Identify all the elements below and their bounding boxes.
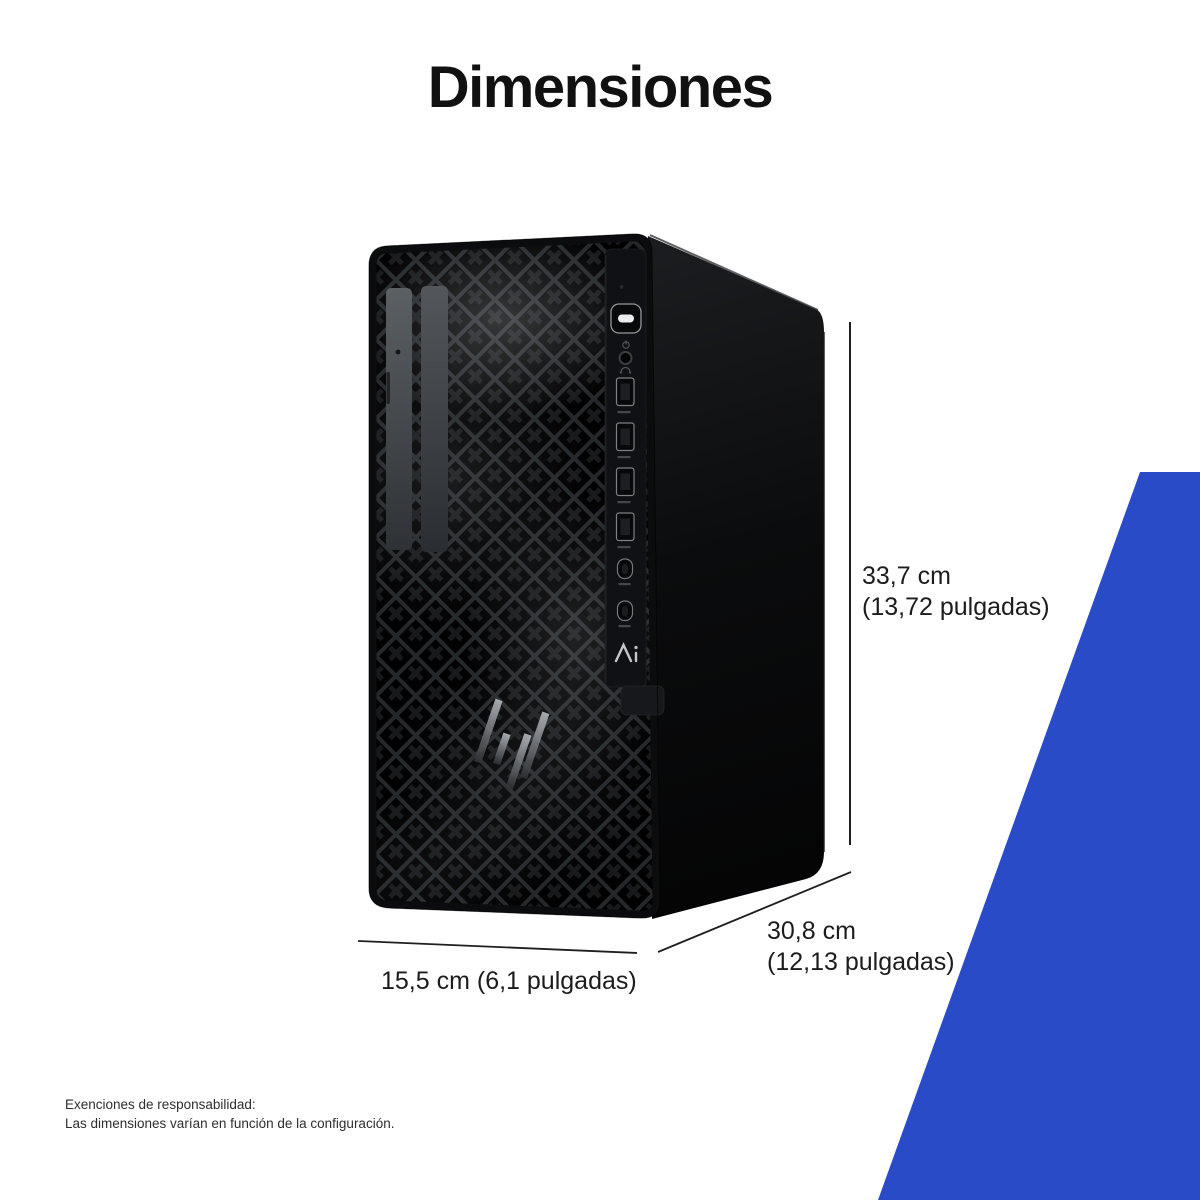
- corner-latch: [620, 685, 665, 716]
- usb-c-port: [616, 558, 634, 586]
- page-title: Dimensiones: [427, 55, 774, 120]
- usb-speed-glyph: [618, 583, 631, 586]
- depth-imperial: (12,13 pulgadas): [767, 948, 955, 976]
- depth-dimension-label: 30,8 cm (12,13 pulgadas): [767, 916, 955, 978]
- headphone-jack: [618, 351, 633, 365]
- height-dimension-label: 33,7 cm (13,72 pulgadas): [862, 561, 1050, 623]
- depth-metric: 30,8 cm: [767, 917, 856, 945]
- disclaimer-line1: Exenciones de responsabilidad:: [65, 1097, 256, 1112]
- usb-a-port: [615, 377, 635, 414]
- headset-icon: [619, 366, 632, 374]
- top-edge-highlight: [649, 234, 819, 311]
- usb-speed-glyph: [617, 456, 631, 459]
- usb-speed-glyph: [617, 501, 631, 504]
- drive-bays: [386, 286, 448, 552]
- power-button: [610, 303, 642, 334]
- hp-logo: [473, 698, 550, 790]
- drive-blank: [421, 286, 448, 552]
- usb-speed-glyph: [617, 546, 631, 549]
- port-strip: [604, 248, 647, 688]
- width-dimension-line: [357, 940, 638, 954]
- depth-dimension-line: [657, 871, 852, 953]
- height-imperial: (13,72 pulgadas): [862, 593, 1050, 621]
- usb-a-port: [615, 422, 635, 459]
- usb-c-port: [616, 600, 634, 628]
- ai-logo: [614, 642, 638, 663]
- front-outline: [368, 233, 661, 919]
- blue-accent-shape: [878, 472, 1200, 1200]
- height-metric: 33,7 cm: [862, 562, 951, 590]
- eject-notch: [386, 372, 390, 404]
- width-combined: 15,5 cm (6,1 pulgadas): [381, 967, 637, 995]
- dimension-lines: [357, 322, 852, 954]
- mic-pinhole: [619, 285, 624, 289]
- optical-drive-blank: [386, 288, 412, 550]
- disclaimer-line2: Las dimensiones varían en función de la …: [65, 1116, 395, 1131]
- eject-pinhole: [395, 349, 401, 355]
- usb-speed-glyph: [618, 625, 631, 628]
- usb-speed-glyph: [617, 411, 631, 414]
- power-led-icon: [622, 340, 630, 349]
- side-panel: [648, 236, 824, 919]
- tower-illustration: [368, 233, 825, 919]
- front-panel: [368, 233, 665, 919]
- usb-a-port: [615, 512, 635, 549]
- disclaimer: Exenciones de responsabilidad: Las dimen…: [65, 1095, 394, 1133]
- width-dimension-label: 15,5 cm (6,1 pulgadas): [381, 966, 637, 997]
- usb-a-port: [615, 467, 635, 504]
